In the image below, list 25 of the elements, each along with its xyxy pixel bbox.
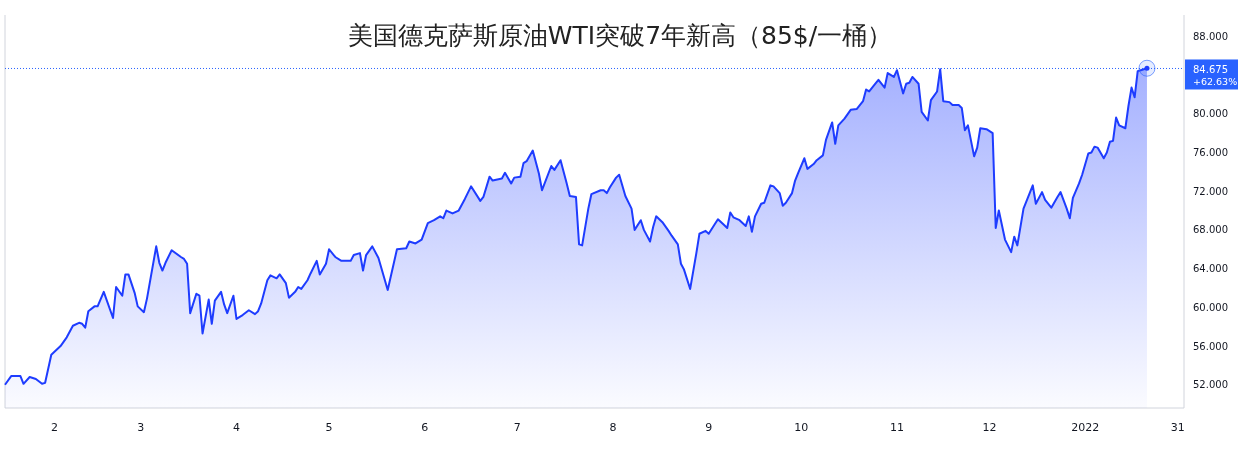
- x-tick-label: 2022: [1071, 421, 1100, 434]
- x-tick-label: 12: [982, 421, 997, 434]
- x-tick-label: 8: [609, 421, 617, 434]
- y-tick-label: 52.000: [1193, 379, 1228, 391]
- y-tick-label: 76.000: [1193, 146, 1228, 158]
- x-tick-label: 7: [513, 421, 521, 434]
- ref-line-label: 84.675: [1193, 63, 1228, 75]
- x-tick-label: 31: [1170, 421, 1185, 434]
- x-tick-label: 10: [794, 421, 809, 434]
- x-tick-label: 9: [705, 421, 713, 434]
- y-tick-label: 72.000: [1193, 185, 1228, 197]
- x-tick-label: 2: [50, 421, 58, 434]
- y-tick-label: 56.000: [1193, 340, 1228, 352]
- y-tick-label: 68.000: [1193, 224, 1228, 236]
- y-tick-label: 60.000: [1193, 301, 1228, 313]
- y-tick-label: 64.000: [1193, 263, 1228, 275]
- y-tick-label: 80.000: [1193, 108, 1228, 120]
- x-tick-label: 3: [137, 421, 145, 434]
- chart-title: 美国德克萨斯原油WTI突破7年新高（85$/一桶）: [347, 21, 893, 50]
- x-tick-label: 5: [325, 421, 333, 434]
- x-tick-label: 4: [232, 421, 240, 434]
- x-tick-label: 6: [421, 421, 429, 434]
- y-tick-label: 88.000: [1193, 30, 1228, 42]
- text: +62.63%: [1193, 75, 1238, 87]
- x-tick-label: 11: [889, 421, 904, 434]
